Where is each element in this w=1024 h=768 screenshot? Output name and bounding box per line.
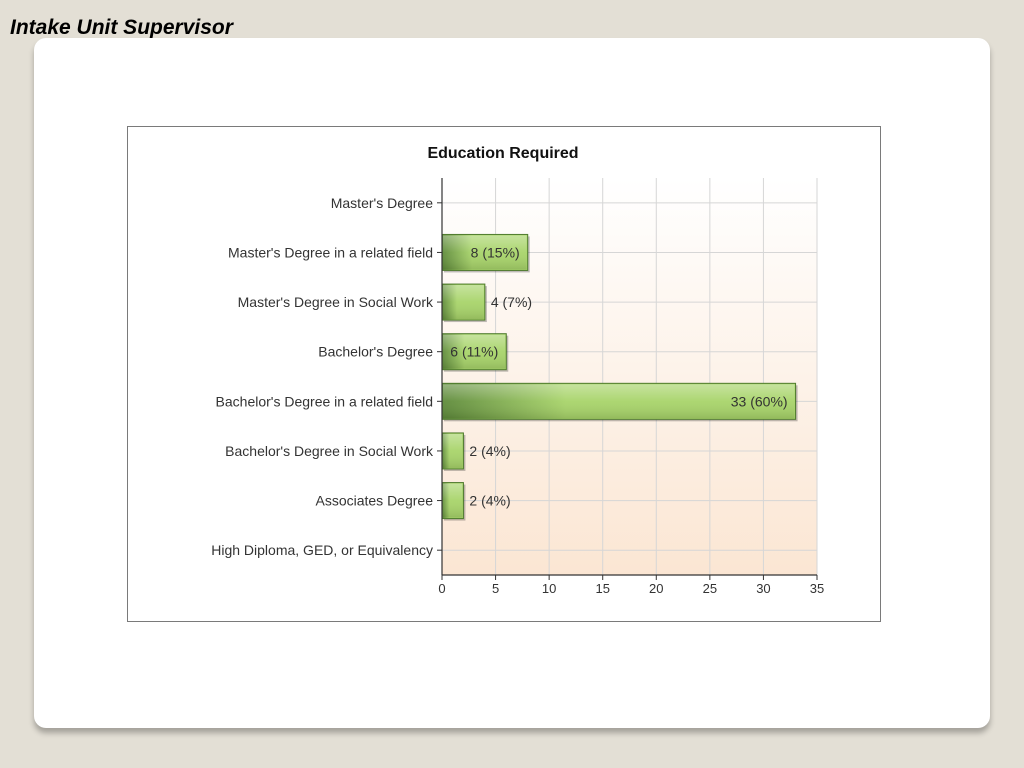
x-tick-label: 0 — [438, 581, 445, 596]
x-tick-label: 5 — [492, 581, 499, 596]
bar-highlight — [443, 285, 484, 320]
category-label: Master's Degree in a related field — [228, 244, 433, 260]
x-tick-label: 30 — [756, 581, 770, 596]
category-label: Bachelor's Degree in a related field — [216, 393, 433, 409]
data-label: 33 (60%) — [731, 393, 788, 409]
data-label: 6 (11%) — [450, 344, 498, 360]
x-tick-label: 15 — [595, 581, 609, 596]
education-bar-chart: Education Required 0 5 10 15 20 25 30 35 Master'… — [211, 145, 824, 596]
data-label: 2 (4%) — [469, 493, 510, 509]
category-label: Associates Degree — [315, 493, 433, 509]
chart-title: Education Required — [427, 145, 578, 162]
bar-highlight — [443, 235, 527, 270]
slide-title: Intake Unit Supervisor — [10, 16, 233, 39]
bar-highlight — [443, 334, 506, 369]
bar-highlight — [443, 384, 795, 419]
category-label: High Diploma, GED, or Equivalency — [211, 542, 433, 558]
axes — [437, 178, 818, 580]
bar-highlight — [443, 433, 463, 468]
x-tick-label: 10 — [542, 581, 556, 596]
data-label: 4 (7%) — [491, 294, 532, 310]
category-label: Master's Degree in Social Work — [238, 294, 434, 310]
category-label: Bachelor's Degree in Social Work — [225, 443, 434, 459]
data-label: 8 (15%) — [471, 244, 520, 260]
x-tick-label: 35 — [810, 581, 824, 596]
bar-highlight — [443, 483, 463, 518]
labels: 0 5 10 15 20 25 30 35 Master's Degree Master's De… — [211, 195, 824, 596]
bars — [441, 233, 798, 521]
data-label: 2 (4%) — [469, 443, 510, 459]
x-tick-label: 25 — [703, 581, 717, 596]
category-label: Bachelor's Degree — [318, 344, 433, 360]
x-tick-label: 20 — [649, 581, 663, 596]
category-label: Master's Degree — [331, 195, 433, 211]
